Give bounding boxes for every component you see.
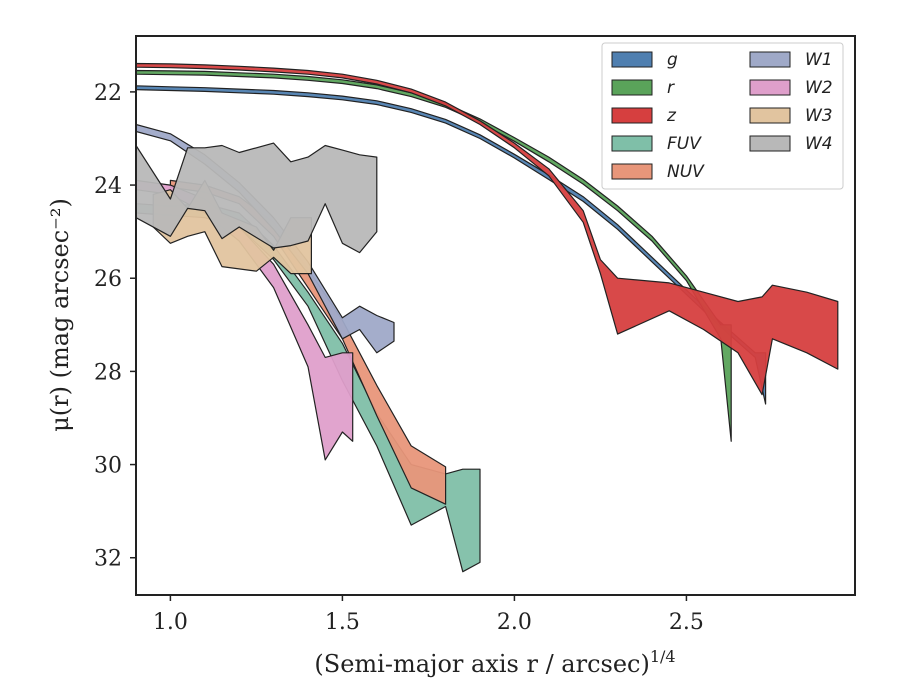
plot-frame (135, 35, 856, 596)
legend-swatch-r (611, 79, 653, 96)
legend-swatch-w3 (749, 107, 791, 124)
ticks-layer: 1.0 1.5 2.0 2.5 22 24 26 28 30 32 (94, 81, 704, 635)
y-tick-label: 28 (94, 360, 122, 385)
y-tick-label: 24 (94, 174, 122, 199)
legend-label-nuv: NUV (667, 162, 705, 182)
y-tick-label: 26 (94, 267, 122, 292)
legend-label-w3: W3 (805, 106, 833, 126)
x-axis-label-superscript: 1/4 (650, 647, 676, 666)
series-band-r (136, 69, 732, 442)
legend-label-r: r (667, 78, 675, 98)
legend-label-g: g (667, 50, 678, 70)
x-axis-label-main: (Semi-major axis r / arcsec) (314, 650, 649, 678)
x-tick-label: 1.0 (153, 610, 188, 635)
legend-swatch-z (611, 107, 653, 124)
x-tick-label: 2.0 (497, 610, 532, 635)
x-axis-label: (Semi-major axis r / arcsec)1/4 (314, 647, 675, 678)
legend-swatch-w4 (749, 135, 791, 152)
series-band-w4 (136, 142, 378, 254)
y-tick-label: 22 (94, 81, 122, 106)
legend-label-w4: W4 (805, 134, 833, 154)
legend-label-z: z (666, 106, 677, 126)
y-tick-label: 32 (94, 547, 122, 572)
x-tick-label: 2.5 (669, 610, 704, 635)
x-tick-label: 1.5 (325, 610, 360, 635)
legend-swatch-g (611, 51, 653, 68)
series-layer (136, 62, 839, 573)
legend-swatch-fuv (611, 135, 653, 152)
legend: grz FUV NUV W1 W2 W3 W4 (601, 42, 844, 190)
series-band-g (136, 85, 767, 405)
legend-swatch-nuv (611, 163, 653, 180)
legend-label-fuv: FUV (667, 134, 702, 154)
legend-label-w1: W1 (805, 50, 833, 70)
legend-swatch-w2 (749, 79, 791, 96)
series-band-z (136, 62, 839, 396)
y-axis-label: μ(r) (mag arcsec⁻²) (46, 198, 74, 432)
legend-swatch-w1 (749, 51, 791, 68)
y-tick-label: 30 (94, 454, 122, 479)
legend-label-w2: W2 (805, 78, 833, 98)
